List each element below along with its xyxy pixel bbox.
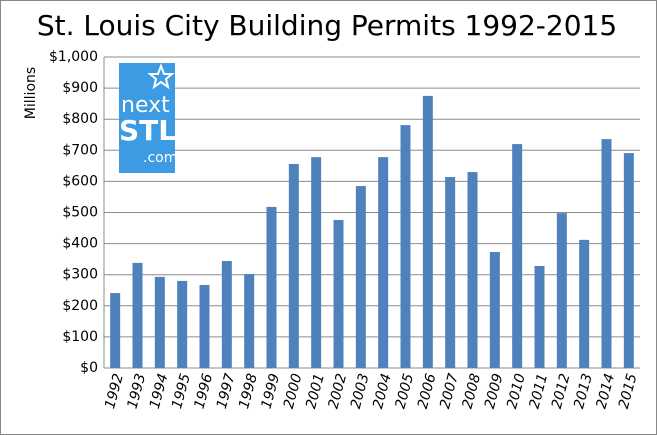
y-tick-label: $800	[62, 111, 98, 127]
bar	[177, 280, 188, 368]
bar	[154, 276, 165, 368]
bar	[534, 265, 545, 368]
bar	[199, 284, 210, 368]
bar	[355, 186, 366, 368]
bar	[110, 293, 121, 368]
bar	[579, 239, 590, 368]
y-tick-label: $500	[62, 205, 98, 221]
y-tick-label: $900	[62, 80, 98, 96]
y-tick-label: $400	[62, 236, 98, 252]
y-tick-label: $600	[62, 173, 98, 189]
bar	[489, 251, 500, 368]
bar	[378, 157, 389, 368]
bar	[244, 274, 255, 368]
logo: next STL .com	[119, 63, 177, 173]
y-tick-label: $200	[62, 298, 98, 314]
logo-text: next	[121, 93, 170, 118]
y-tick-label: $700	[62, 142, 98, 158]
chart-title: St. Louis City Building Permits 1992-201…	[37, 9, 617, 42]
bar	[400, 125, 411, 368]
y-tick-label: $300	[62, 267, 98, 283]
bar	[556, 213, 567, 368]
logo-text: .com	[143, 150, 177, 166]
logo-text: STL	[119, 114, 176, 147]
y-axis-label: Millions	[23, 67, 39, 119]
y-tick-label: $100	[62, 329, 98, 345]
bar	[311, 157, 322, 368]
bar	[266, 206, 277, 368]
logo-star	[147, 63, 175, 90]
bar	[467, 172, 478, 368]
bar	[445, 177, 456, 368]
bar	[132, 262, 143, 368]
y-tick-label: $1,000	[49, 49, 98, 65]
bar	[601, 139, 612, 368]
bar	[422, 95, 433, 368]
y-tick-label: $0	[80, 360, 98, 376]
bar	[333, 219, 344, 368]
bar	[623, 153, 634, 368]
bar	[221, 261, 232, 368]
bar	[512, 144, 523, 368]
bar	[288, 163, 299, 368]
